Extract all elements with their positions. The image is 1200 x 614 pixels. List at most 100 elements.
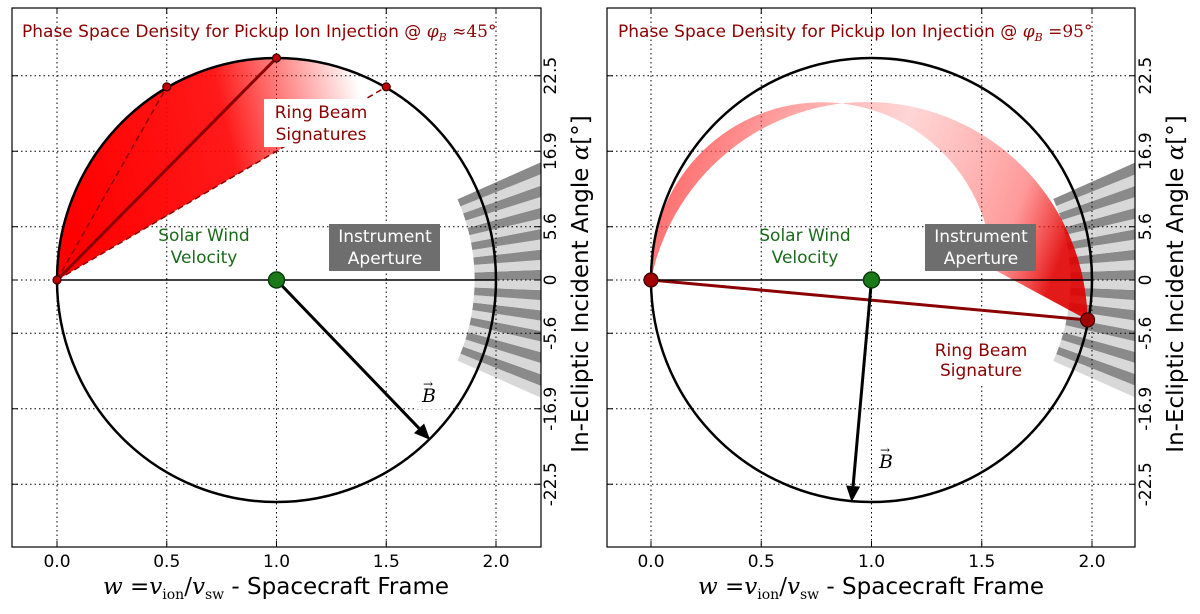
y-tick-label: -5.6 bbox=[1136, 317, 1156, 350]
ring-beam-label-right: Ring Beam Signature bbox=[924, 338, 1038, 383]
y-ticks-left: 22.5 16.9 5.6 0 -5.6 -16.9 -22.5 bbox=[12, 57, 561, 506]
y-tick-label: 5.6 bbox=[1136, 213, 1156, 240]
y-tick-label: -5.6 bbox=[541, 317, 561, 350]
x-axis-label-right: w =vion/vsw - Spacecraft Frame bbox=[698, 574, 1044, 603]
x-ticks-right: 0.0 0.5 1.0 1.5 2.0 bbox=[637, 8, 1106, 572]
svg-text:→: → bbox=[423, 377, 433, 391]
svg-text:B: B bbox=[421, 385, 436, 407]
ring-beam-line-dashed bbox=[56, 86, 387, 281]
b-vector-arrow-right bbox=[851, 279, 873, 487]
solar-wind-label-right: Solar Wind Velocity bbox=[759, 226, 850, 268]
ring-beam-point bbox=[52, 275, 62, 285]
y-tick-label: -16.9 bbox=[1136, 387, 1156, 431]
svg-text:Signature: Signature bbox=[940, 361, 1022, 381]
ring-beam-point bbox=[162, 82, 172, 92]
panel-right: Phase Space Density for Pickup Ion Injec… bbox=[606, 7, 1189, 603]
svg-text:→: → bbox=[880, 443, 890, 457]
svg-text:Solar Wind: Solar Wind bbox=[759, 226, 850, 246]
ring-beam-point bbox=[381, 82, 391, 92]
ring-beam-line-solid bbox=[55, 56, 278, 282]
aperture-stripe bbox=[1056, 174, 1135, 214]
x-axis-label-left: w =vion/vsw - Spacecraft Frame bbox=[103, 574, 449, 603]
solar-wind-point-left bbox=[267, 271, 286, 289]
aperture-stripe bbox=[1063, 208, 1135, 235]
x-tick-label: 1.5 bbox=[968, 552, 995, 572]
svg-text:Instrument: Instrument bbox=[338, 227, 432, 247]
y-tick-label: -22.5 bbox=[1136, 462, 1156, 506]
svg-text:Instrument: Instrument bbox=[934, 227, 1028, 247]
aperture-stripe bbox=[469, 218, 541, 243]
aperture-stripe bbox=[1053, 353, 1135, 398]
x-tick-label: 2.0 bbox=[1078, 552, 1105, 572]
svg-text:Velocity: Velocity bbox=[171, 248, 238, 268]
svg-text:Aperture: Aperture bbox=[944, 249, 1018, 269]
aperture-stripe bbox=[465, 332, 541, 364]
b-vector-arrow-left bbox=[275, 278, 421, 430]
x-tick-label: 1.5 bbox=[373, 552, 400, 572]
solar-wind-point-right bbox=[862, 271, 881, 289]
ring-beam-lines-left bbox=[55, 56, 387, 282]
y-axis-label-left: In-Ecliptic Incident Angle α[°] bbox=[568, 115, 594, 452]
aperture-stripe bbox=[1065, 218, 1135, 243]
ring-beam-point bbox=[271, 53, 282, 63]
x-tick-label: 0.5 bbox=[153, 552, 180, 572]
chart-title-right: Phase Space Density for Pickup Ion Injec… bbox=[618, 22, 1093, 44]
b-vector-label-left: B → bbox=[417, 377, 443, 409]
x-tick-label: 0.0 bbox=[637, 552, 664, 572]
aperture-stripe bbox=[1070, 280, 1135, 291]
aperture-label-right: Instrument Aperture bbox=[925, 224, 1036, 271]
ring-beam-point bbox=[1079, 312, 1096, 328]
x-tick-label: 0.5 bbox=[748, 552, 775, 572]
aperture-stripe bbox=[473, 249, 541, 265]
aperture-stripe bbox=[1070, 269, 1135, 280]
aperture-stripe bbox=[474, 287, 541, 301]
svg-text:B: B bbox=[878, 451, 893, 473]
y-tick-label: 5.6 bbox=[541, 213, 561, 240]
x-tick-label: 1.0 bbox=[263, 552, 290, 572]
aperture-stripe bbox=[1058, 185, 1135, 221]
aperture-stripe bbox=[465, 196, 541, 228]
y-ticks-right: 22.5 16.9 5.6 0 -5.6 -16.9 -22.5 bbox=[607, 57, 1156, 506]
y-tick-label: -22.5 bbox=[541, 462, 561, 506]
y-tick-label: -16.9 bbox=[541, 387, 561, 431]
aperture-stripe bbox=[1068, 239, 1135, 258]
aperture-stripe bbox=[467, 324, 541, 353]
aperture-stripe bbox=[1066, 229, 1135, 250]
b-vector-label-right: B → bbox=[878, 443, 893, 473]
aperture-stripe bbox=[463, 339, 541, 375]
y-tick-label: 22.5 bbox=[1136, 57, 1156, 95]
y-tick-label: 16.9 bbox=[1136, 132, 1156, 170]
aperture-stripe bbox=[469, 317, 541, 342]
svg-text:Ring Beam: Ring Beam bbox=[935, 341, 1028, 361]
plot-area-right bbox=[607, 8, 1135, 547]
aperture-stripe bbox=[1056, 346, 1135, 386]
chart-title-left: Phase Space Density for Pickup Ion Injec… bbox=[22, 22, 497, 44]
aperture-stripe bbox=[474, 259, 541, 273]
aperture-stripe bbox=[471, 310, 541, 331]
aperture-stripe bbox=[472, 239, 541, 258]
panel-left: Phase Space Density for Pickup Ion Injec… bbox=[11, 7, 594, 603]
aperture-stripe bbox=[474, 269, 541, 280]
y-tick-label: 16.9 bbox=[541, 132, 561, 170]
svg-text:Solar Wind: Solar Wind bbox=[158, 226, 249, 246]
svg-text:Ring Beam: Ring Beam bbox=[275, 103, 368, 123]
ring-beam-region-right bbox=[650, 101, 1088, 320]
aperture-stripe bbox=[1069, 287, 1135, 301]
aperture-stripe bbox=[1063, 325, 1135, 352]
ring-beam-label-left: Ring Beam Signatures bbox=[264, 99, 378, 147]
svg-text:Signatures: Signatures bbox=[276, 125, 367, 145]
aperture-stripe bbox=[463, 185, 541, 221]
aperture-stripe bbox=[474, 280, 541, 291]
svg-text:Velocity: Velocity bbox=[772, 248, 839, 268]
aperture-stripe bbox=[460, 174, 541, 214]
x-tick-label: 2.0 bbox=[482, 552, 509, 572]
aperture-stripe bbox=[473, 295, 541, 311]
aperture-stripe bbox=[460, 346, 541, 386]
x-ticks-left: 0.0 0.5 1.0 1.5 2.0 bbox=[43, 8, 510, 572]
aperture-stripe bbox=[472, 302, 541, 321]
b-vector-arrowhead-left bbox=[414, 423, 431, 440]
solar-wind-label-left: Solar Wind Velocity bbox=[158, 226, 249, 268]
ring-beam-points-right bbox=[643, 272, 1096, 328]
ring-beam-point bbox=[643, 272, 659, 288]
aperture-stripe bbox=[1069, 249, 1135, 265]
